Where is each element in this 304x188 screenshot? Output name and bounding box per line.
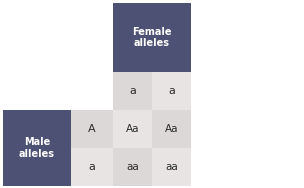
Text: a: a: [129, 86, 136, 96]
Text: aa: aa: [165, 162, 178, 172]
Bar: [113, 3, 191, 72]
Bar: [152, 110, 191, 148]
Text: A: A: [88, 124, 96, 134]
Bar: [113, 72, 152, 110]
Bar: [113, 110, 152, 148]
Text: a: a: [168, 86, 175, 96]
Bar: [152, 72, 191, 110]
Text: Aa: Aa: [165, 124, 178, 134]
Bar: [152, 148, 191, 186]
Text: aa: aa: [126, 162, 139, 172]
Text: Male
alleles: Male alleles: [19, 137, 55, 159]
Bar: [71, 148, 113, 186]
Text: Female
alleles: Female alleles: [132, 27, 172, 48]
Text: a: a: [88, 162, 95, 172]
Bar: [3, 110, 71, 186]
Bar: [71, 110, 113, 148]
Bar: [113, 148, 152, 186]
Text: Aa: Aa: [126, 124, 139, 134]
